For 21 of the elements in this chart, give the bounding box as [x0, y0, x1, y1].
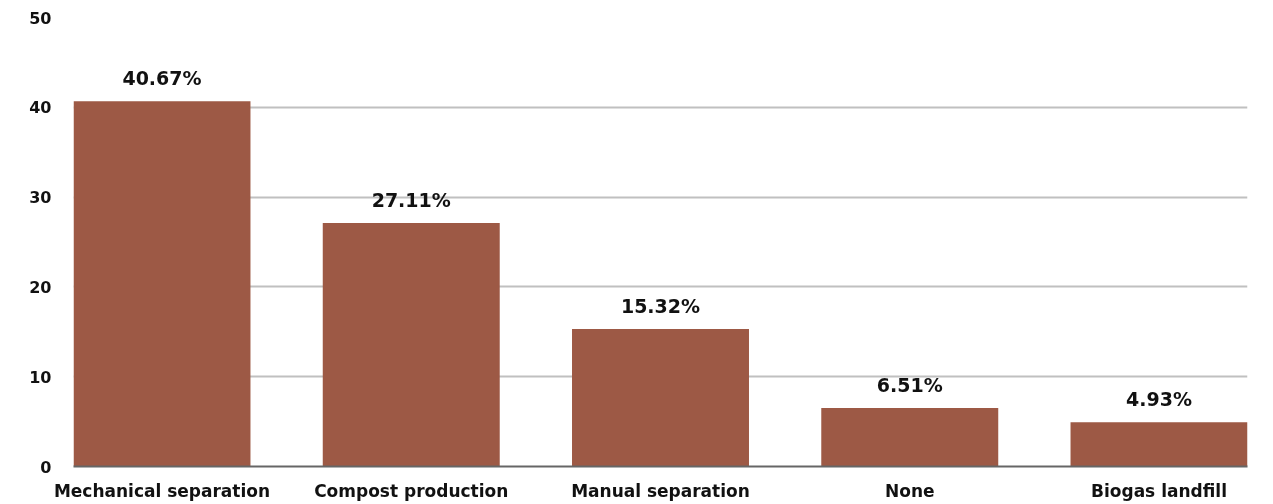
bar: [73, 101, 251, 467]
bar: [821, 408, 999, 467]
data-label: 27.11%: [371, 189, 451, 212]
y-tick-label: 0: [40, 457, 52, 477]
data-label: 6.51%: [876, 374, 943, 397]
data-label: 40.67%: [122, 67, 202, 90]
bar: [1070, 422, 1248, 467]
data-label: 4.93%: [1126, 388, 1192, 411]
bar: [322, 223, 500, 467]
x-tick-label: Compost production: [314, 480, 509, 501]
data-label: 15.32%: [620, 294, 701, 317]
x-tick-label: Biogas landfill: [1091, 480, 1227, 501]
y-tick-label: 10: [29, 367, 52, 387]
bar: [572, 328, 749, 467]
x-tick-label: None: [884, 480, 935, 501]
x-tick-label: Manual separation: [571, 480, 750, 501]
x-tick-label: Mechanical separation: [53, 480, 271, 501]
y-tick-label: 30: [29, 188, 52, 208]
y-tick-label: 40: [29, 98, 52, 118]
y-tick-label: 50: [29, 8, 52, 28]
y-tick-label: 20: [29, 277, 52, 297]
